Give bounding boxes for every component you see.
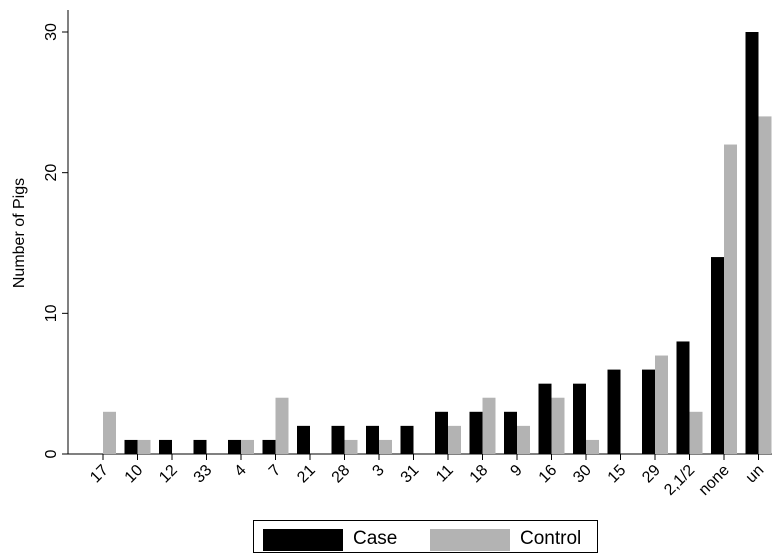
x-tick-label: 2,1/2 [661,462,698,499]
bar-control-29 [655,355,668,454]
bar-control-17 [103,411,116,454]
x-tick-label: none [696,462,733,499]
bar-case-11 [435,411,448,454]
bar-control-18 [482,397,496,454]
x-tick-label: 15 [605,462,630,487]
y-tick-label: 20 [43,164,60,182]
x-tick-label: 17 [87,462,112,487]
bar-case-16 [538,383,552,454]
bar-case-21 [297,425,310,454]
x-tick-label: un [743,462,768,487]
x-tick-label: 30 [570,462,595,487]
y-tick-label: 0 [43,449,60,458]
x-tick-label: 3 [369,462,387,480]
bar-control-9 [517,425,530,454]
bar-case-18 [469,411,483,454]
x-tick-label: 4 [231,462,249,480]
bar-control-16 [551,397,565,454]
bar-case-33 [193,439,207,454]
x-tick-label: 33 [191,462,216,487]
y-tick-label: 30 [43,23,60,41]
bar-case-28 [331,425,345,454]
bar-chart: 0 10 20 30 17 10 12 33 4 7 21 28 3 31 11 18 9 16 30 15 292,… [11,10,772,499]
legend-label-control: Control [520,528,582,549]
bar-case-10 [124,439,138,454]
bar-case-30 [573,383,586,454]
bar-case-29 [642,369,655,454]
x-tick-label: 16 [536,462,561,487]
bar-case-un [745,32,759,454]
bar-case-4 [228,439,241,454]
bar-control-10 [137,439,151,454]
bar-control-2,1/2 [689,411,703,454]
bar-case-none [711,257,724,454]
bar-control-11 [448,425,461,454]
x-tick-label: 21 [294,462,319,487]
x-tick-label: 29 [639,462,664,487]
y-axis-label: Number of Pigs [11,178,28,288]
legend-label-case: Case [353,528,398,549]
x-tick-label: 10 [122,462,147,487]
bar-case-31 [400,425,414,454]
bar-control-4 [241,439,254,454]
x-tick-label: 31 [398,462,423,487]
bar-control-un [758,116,772,455]
bars [103,32,772,455]
y-tick-label: 10 [43,304,60,322]
bar-case-9 [504,411,517,454]
bar-control-3 [379,439,392,454]
x-tick-label: 11 [433,462,457,486]
x-tick-label: 18 [467,462,492,487]
bar-case-2,1/2 [676,341,690,454]
legend-swatch-control [430,529,510,551]
x-tick-label: 12 [156,462,181,487]
bar-case-12 [159,439,172,454]
bar-control-none [724,144,737,455]
bar-control-30 [586,439,599,454]
legend: Case Control [253,520,598,553]
bar-control-28 [344,439,358,454]
bar-case-3 [366,425,379,454]
bar-case-7 [262,439,276,454]
x-tick-label: 28 [329,462,354,487]
x-tick-label: 7 [266,462,284,480]
x-tick-label: 9 [507,462,525,480]
legend-swatch-case [263,529,343,551]
y-axis: 0 10 20 30 [43,10,69,458]
bar-case-15 [607,369,621,454]
bar-control-7 [275,397,289,454]
